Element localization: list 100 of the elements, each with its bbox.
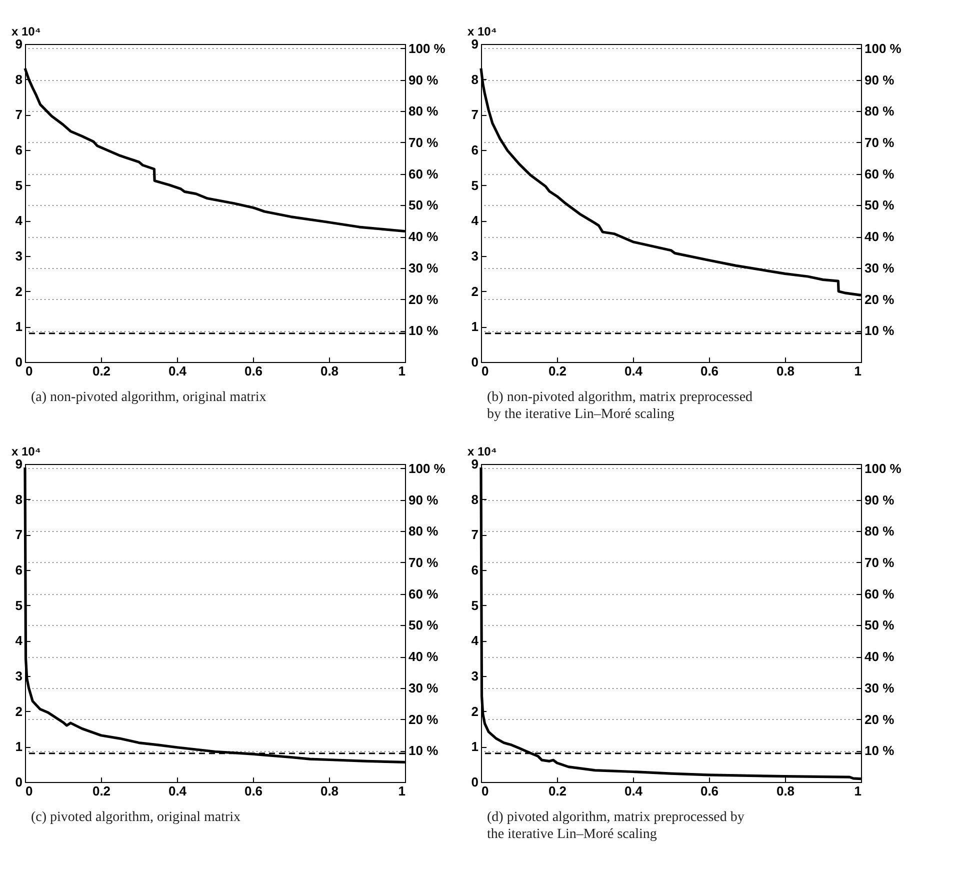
y2-tick-label: 20 % [408,292,439,307]
y2-tick-label: 60 % [864,166,895,182]
x-tick-label: 1 [854,784,862,798]
y2-tick-label: 40 % [408,649,439,664]
y2-tick-label: 40 % [408,229,439,244]
y2-tick-label: 50 % [408,618,439,633]
y-tick-label: 4 [15,213,24,228]
y-tick-label: 2 [15,284,22,299]
y2-tick-label: 60 % [864,586,895,602]
y-tick-label: 3 [471,668,478,684]
y2-tick-label: 80 % [864,104,895,119]
line-series [24,67,406,233]
line-series [480,67,862,297]
y2-tick-label: 100 % [408,460,446,476]
x-tick-label: 0.6 [244,784,263,798]
y2-tick-label: 10 % [408,743,439,758]
y2-tick-label: 80 % [864,524,895,539]
y-tick-label: 1 [471,319,478,334]
x-tick-label: 1 [854,364,862,378]
y2-tick-label: 10 % [864,323,895,338]
y-tick-label: 9 [471,456,478,472]
y-tick-label: 6 [471,142,478,158]
y-tick-label: 4 [471,633,480,648]
y-tick-label: 8 [15,492,22,507]
y2-tick-label: 100 % [408,40,446,56]
y2-tick-label: 20 % [864,712,895,727]
y2-tick-label: 20 % [864,292,895,307]
x-tick-label: 0.8 [776,784,795,798]
y2-tick-label: 60 % [408,586,439,602]
y2-tick-label: 80 % [408,524,439,539]
y2-tick-label: 30 % [408,680,439,696]
y2-tick-label: 30 % [408,260,439,276]
y-axis-title: x 10⁴ [12,444,41,458]
x-tick-label: 0 [482,784,489,798]
x-tick-label: 0 [482,364,489,378]
y-tick-label: 7 [15,527,22,542]
x-tick-label: 0.4 [624,364,644,378]
x-tick-label: 0.2 [548,784,567,798]
y-tick-label: 8 [471,72,478,87]
y-tick-label: 5 [15,598,22,613]
y2-tick-label: 30 % [864,260,895,276]
y2-tick-label: 30 % [864,680,895,696]
y-tick-label: 3 [471,248,478,264]
y2-tick-label: 80 % [408,104,439,119]
text: (c) pivoted algorithm, original matrix [31,810,241,825]
y2-tick-label: 70 % [408,554,439,570]
y-tick-label: 3 [15,248,22,264]
y-axis-title: x 10⁴ [468,24,497,38]
y-tick-label: 4 [15,633,24,648]
y-tick-label: 1 [15,319,22,334]
x-tick-label: 1 [398,784,406,798]
y-axis-title: x 10⁴ [12,24,41,38]
y2-tick-label: 70 % [864,134,895,150]
y2-tick-label: 50 % [864,618,895,633]
y2-tick-label: 90 % [408,492,439,508]
x-tick-label: 0.4 [168,784,188,798]
y2-tick-label: 90 % [864,492,895,508]
y-tick-label: 5 [471,598,478,613]
y-tick-label: 8 [15,72,22,87]
y2-tick-label: 90 % [864,72,895,88]
x-tick-label: 0.6 [700,784,719,798]
y2-tick-label: 70 % [408,134,439,150]
y-tick-label: 2 [15,704,22,719]
text: (d) pivoted algorithm, matrix preprocessed by the iterative Lin–Moré scaling [487,810,744,842]
y-tick-label: 1 [471,739,478,754]
line-series [480,466,862,780]
y2-tick-label: 40 % [864,229,895,244]
y2-tick-label: 70 % [864,554,895,570]
y-tick-label: 7 [471,107,478,122]
y2-tick-label: 40 % [864,649,895,664]
y2-tick-label: 60 % [408,166,439,182]
y-tick-label: 9 [15,36,22,52]
x-tick-label: 0.2 [92,364,111,378]
x-tick-label: 0.8 [320,784,339,798]
y2-tick-label: 50 % [864,198,895,213]
text: (a) non-pivoted algorithm, original matrix [31,390,266,405]
x-tick-label: 0.4 [624,784,644,798]
y-tick-label: 9 [15,456,22,472]
y2-tick-label: 10 % [408,323,439,338]
y-tick-label: 5 [15,178,22,193]
y-tick-label: 4 [471,213,480,228]
y-axis-title: x 10⁴ [468,444,497,458]
x-tick-label: 0.8 [776,364,795,378]
x-tick-label: 0.6 [700,364,719,378]
y-tick-label: 5 [471,178,478,193]
y2-tick-label: 100 % [864,40,902,56]
y-tick-label: 6 [15,142,22,158]
y-tick-label: 7 [15,107,22,122]
text: (b) non-pivoted algorithm, matrix preprocessed by the iterative Lin–Moré scaling [487,390,753,422]
y-tick-label: 9 [471,36,478,52]
y-tick-label: 7 [471,527,478,542]
y-tick-label: 8 [471,492,478,507]
y2-tick-label: 100 % [864,460,902,476]
y-tick-label: 3 [15,668,22,684]
y-tick-label: 6 [471,562,478,578]
x-tick-label: 0.8 [320,364,339,378]
y-tick-label: 2 [471,704,478,719]
y-tick-label: 2 [471,284,478,299]
line-series [24,466,406,764]
y2-tick-label: 90 % [408,72,439,88]
